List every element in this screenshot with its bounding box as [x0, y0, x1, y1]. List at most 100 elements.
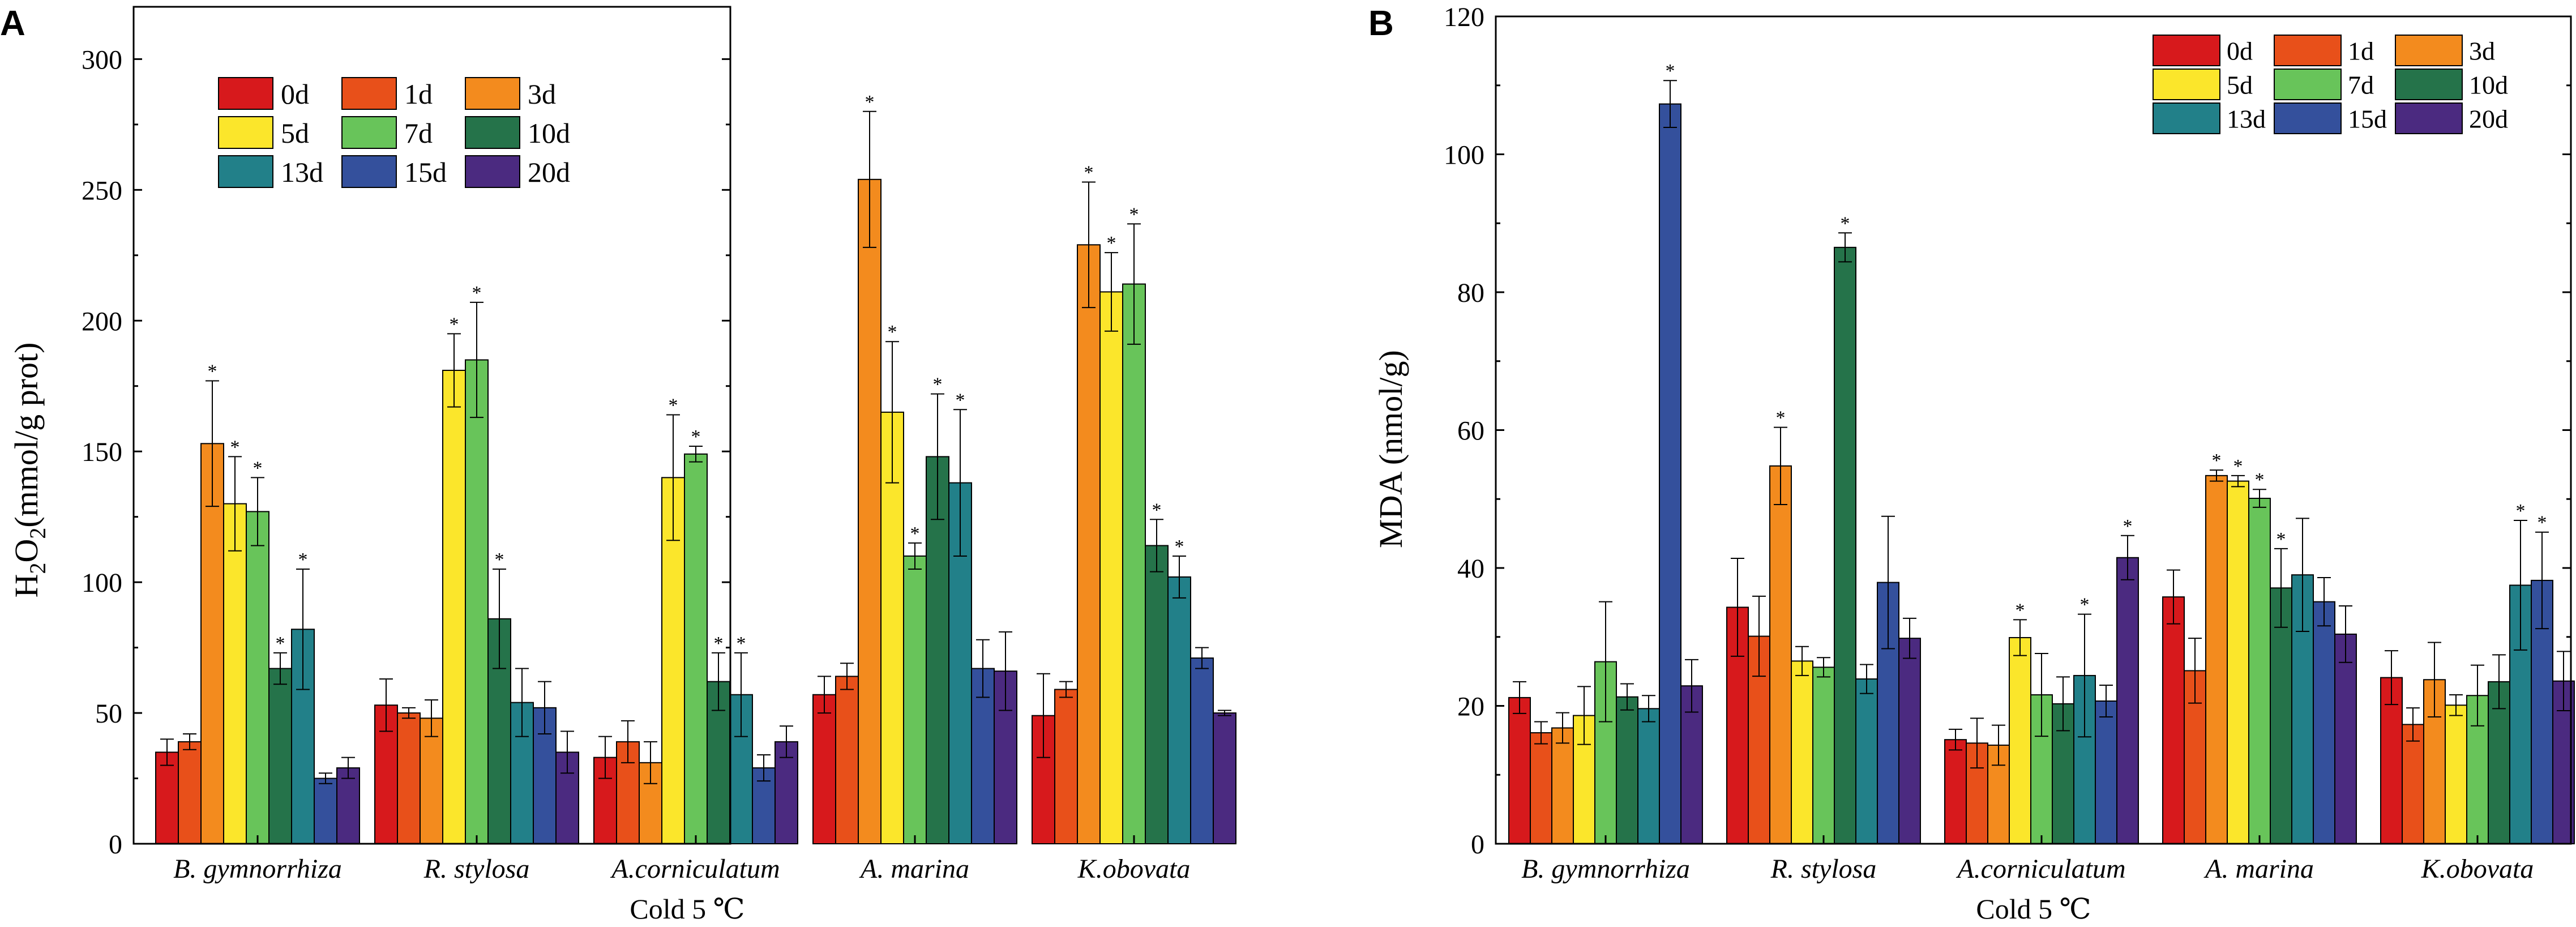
bar-5d — [2227, 480, 2249, 844]
x-tick-label: B. gymnorrhiza — [173, 854, 342, 884]
legend-swatch-13d — [218, 155, 273, 188]
bar-10d — [2270, 587, 2292, 844]
panel-letter-b: B — [1368, 4, 1394, 43]
bar-5d — [2445, 704, 2467, 844]
significance-star: * — [495, 549, 504, 570]
bar-1d — [1530, 732, 1552, 845]
bar-3d — [1077, 244, 1101, 844]
bar-15d — [314, 778, 337, 844]
significance-star: * — [1129, 204, 1139, 225]
bar-0d — [2380, 677, 2403, 845]
legend-swatch-5d — [2153, 69, 2220, 100]
significance-star: * — [2016, 600, 2025, 621]
legend-label: 0d — [281, 78, 309, 110]
x-tick-label: A.corniculatum — [610, 854, 780, 884]
y-label-subscript: 2 — [25, 528, 50, 539]
significance-star: * — [2080, 595, 2090, 616]
bar-5d — [1791, 660, 1813, 845]
legend-label: 0d — [2227, 37, 2253, 66]
legend-label: 13d — [2227, 105, 2266, 134]
legend-swatch-20d — [2395, 102, 2463, 134]
bar-15d — [2095, 700, 2117, 845]
significance-star: * — [1776, 408, 1786, 429]
bar-13d — [1855, 678, 1878, 844]
significance-star: * — [2123, 516, 2133, 537]
legend-label: 13d — [281, 156, 323, 188]
bar-20d — [2116, 557, 2139, 844]
y-tick-label: 100 — [1444, 140, 1484, 170]
y-tick-label: 40 — [1457, 554, 1484, 584]
legend-label: 3d — [528, 78, 556, 110]
x-tick-label: K.obovata — [1077, 854, 1191, 884]
bar-7d — [903, 555, 927, 844]
legend-swatch-0d — [2153, 35, 2220, 66]
bar-3d — [2205, 475, 2228, 844]
significance-star: * — [472, 283, 482, 304]
significance-star: * — [669, 395, 678, 416]
significance-star: * — [865, 92, 875, 113]
y-tick-label: 80 — [1457, 278, 1484, 308]
bar-10d — [1145, 545, 1169, 844]
significance-star: * — [714, 633, 724, 654]
bar-5d — [880, 411, 904, 844]
bar-5d — [442, 370, 466, 844]
bar-3d — [200, 443, 224, 844]
x-tick-label: K.obovata — [2421, 854, 2534, 884]
x-tick-label: A. marina — [859, 854, 969, 884]
significance-star: * — [208, 361, 217, 382]
bar-5d — [2009, 636, 2031, 845]
y-label-part: H — [8, 574, 45, 598]
y-label-part: O — [8, 539, 45, 563]
y-axis-label-a: H2O2(mmol/g prot) — [8, 343, 50, 598]
bar-20d — [2334, 633, 2357, 844]
y-tick-label: 250 — [82, 176, 122, 206]
bar-7d — [246, 511, 269, 844]
bar-10d — [1834, 246, 1856, 844]
bar-20d — [774, 741, 798, 845]
bar-10d — [268, 668, 292, 844]
legend-label: 3d — [2469, 37, 2495, 66]
bar-1d — [835, 676, 859, 845]
y-tick-label: 120 — [1444, 2, 1484, 32]
y-tick-label: 0 — [109, 830, 122, 860]
y-tick-label: 50 — [95, 699, 122, 729]
bar-0d — [1944, 739, 1967, 844]
legend-label: 5d — [2227, 71, 2253, 100]
significance-star: * — [933, 374, 943, 395]
bar-10d — [1616, 696, 1638, 844]
legend-swatch-10d — [465, 116, 520, 149]
x-tick-label: R. stylosa — [423, 854, 530, 884]
bar-13d — [1637, 708, 1660, 844]
legend-swatch-15d — [2274, 102, 2342, 134]
bar-0d — [155, 751, 179, 844]
legend-swatch-10d — [2395, 69, 2463, 100]
x-axis-label-a: Cold 5 ℃ — [630, 893, 744, 924]
significance-star: * — [450, 314, 459, 335]
x-tick-label: A. marina — [2203, 854, 2314, 884]
plot-frame — [132, 6, 731, 845]
bar-7d — [2248, 498, 2271, 844]
bar-1d — [178, 741, 202, 845]
bar-13d — [1167, 576, 1191, 844]
legend-label: 1d — [2348, 37, 2374, 66]
y-tick-label: 60 — [1457, 416, 1484, 446]
bar-15d — [2313, 601, 2335, 844]
y-label-subscript: 2 — [25, 563, 50, 574]
significance-star: * — [1084, 162, 1094, 183]
significance-star: * — [1175, 536, 1184, 557]
significance-star: * — [2538, 512, 2547, 533]
legend-label: 15d — [2348, 105, 2387, 134]
bar-5d — [223, 503, 247, 844]
x-tick-label: R. stylosa — [1770, 854, 1877, 884]
bar-3d — [858, 178, 882, 844]
legend-swatch-5d — [218, 116, 273, 149]
legend-swatch-3d — [2395, 35, 2463, 66]
legend-swatch-15d — [341, 155, 397, 188]
bar-5d — [1099, 291, 1123, 844]
bar-7d — [684, 453, 708, 844]
significance-star: * — [1107, 233, 1116, 254]
legend-label: 20d — [528, 156, 570, 188]
bar-7d — [1812, 667, 1835, 844]
significance-star: * — [910, 523, 920, 544]
